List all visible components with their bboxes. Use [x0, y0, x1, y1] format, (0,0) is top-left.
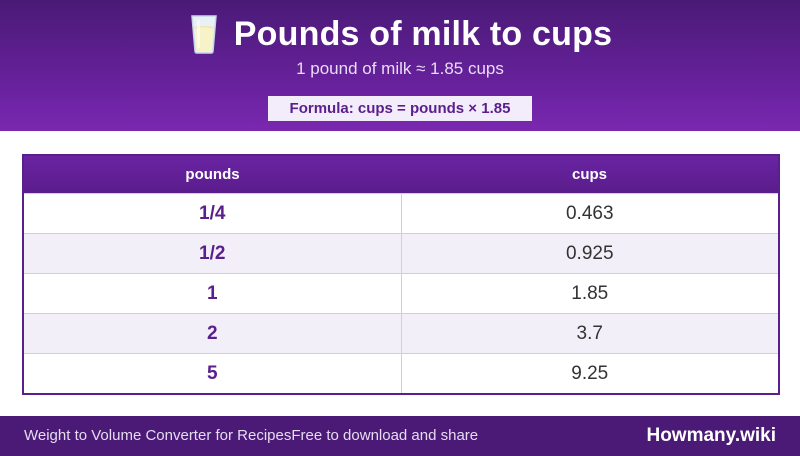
pounds-cell: 2	[24, 313, 402, 354]
cups-cell: 9.25	[401, 353, 778, 393]
footer-bar: Weight to Volume Converter for RecipesFr…	[0, 416, 800, 456]
table-header-row: pounds cups	[24, 156, 778, 194]
footer-app-name: Weight to Volume Converter for Recipes	[24, 427, 292, 444]
pounds-cell: 1	[24, 273, 402, 314]
glass-of-milk-icon	[188, 14, 220, 54]
cups-cell: 3.7	[401, 313, 778, 354]
footer-tagline: Free to download and share	[291, 427, 479, 444]
formula-box: Formula: cups = pounds × 1.85	[268, 96, 532, 121]
table-row: 1 1.85	[24, 273, 778, 314]
table-row: 1/2 0.925	[24, 233, 778, 274]
column-header-cups: cups	[401, 156, 778, 194]
page-title: Pounds of milk to cups	[233, 14, 613, 53]
footer-text: Weight to Volume Converter for RecipesFr…	[24, 416, 478, 456]
footer-brand-link[interactable]: Howmany.wiki	[646, 425, 776, 446]
conversion-table: pounds cups 1/4 0.463 1/2 0.925 1 1.85 2…	[24, 156, 778, 393]
table-row: 2 3.7	[24, 313, 778, 354]
conversion-table-container: pounds cups 1/4 0.463 1/2 0.925 1 1.85 2…	[22, 154, 780, 395]
cups-cell: 1.85	[401, 273, 778, 314]
cups-cell: 0.463	[401, 193, 778, 234]
pounds-cell: 1/4	[24, 193, 402, 234]
table-row: 1/4 0.463	[24, 193, 778, 234]
conversion-subtitle: 1 pound of milk ≈ 1.85 cups	[296, 59, 504, 78]
table-row: 5 9.25	[24, 353, 778, 393]
pounds-cell: 1/2	[24, 233, 402, 274]
pounds-cell: 5	[24, 353, 402, 393]
header-banner: Pounds of milk to cups 1 pound of milk ≈…	[0, 0, 800, 131]
column-header-pounds: pounds	[24, 156, 401, 194]
title-row: Pounds of milk to cups	[0, 12, 800, 56]
cups-cell: 0.925	[401, 233, 778, 274]
